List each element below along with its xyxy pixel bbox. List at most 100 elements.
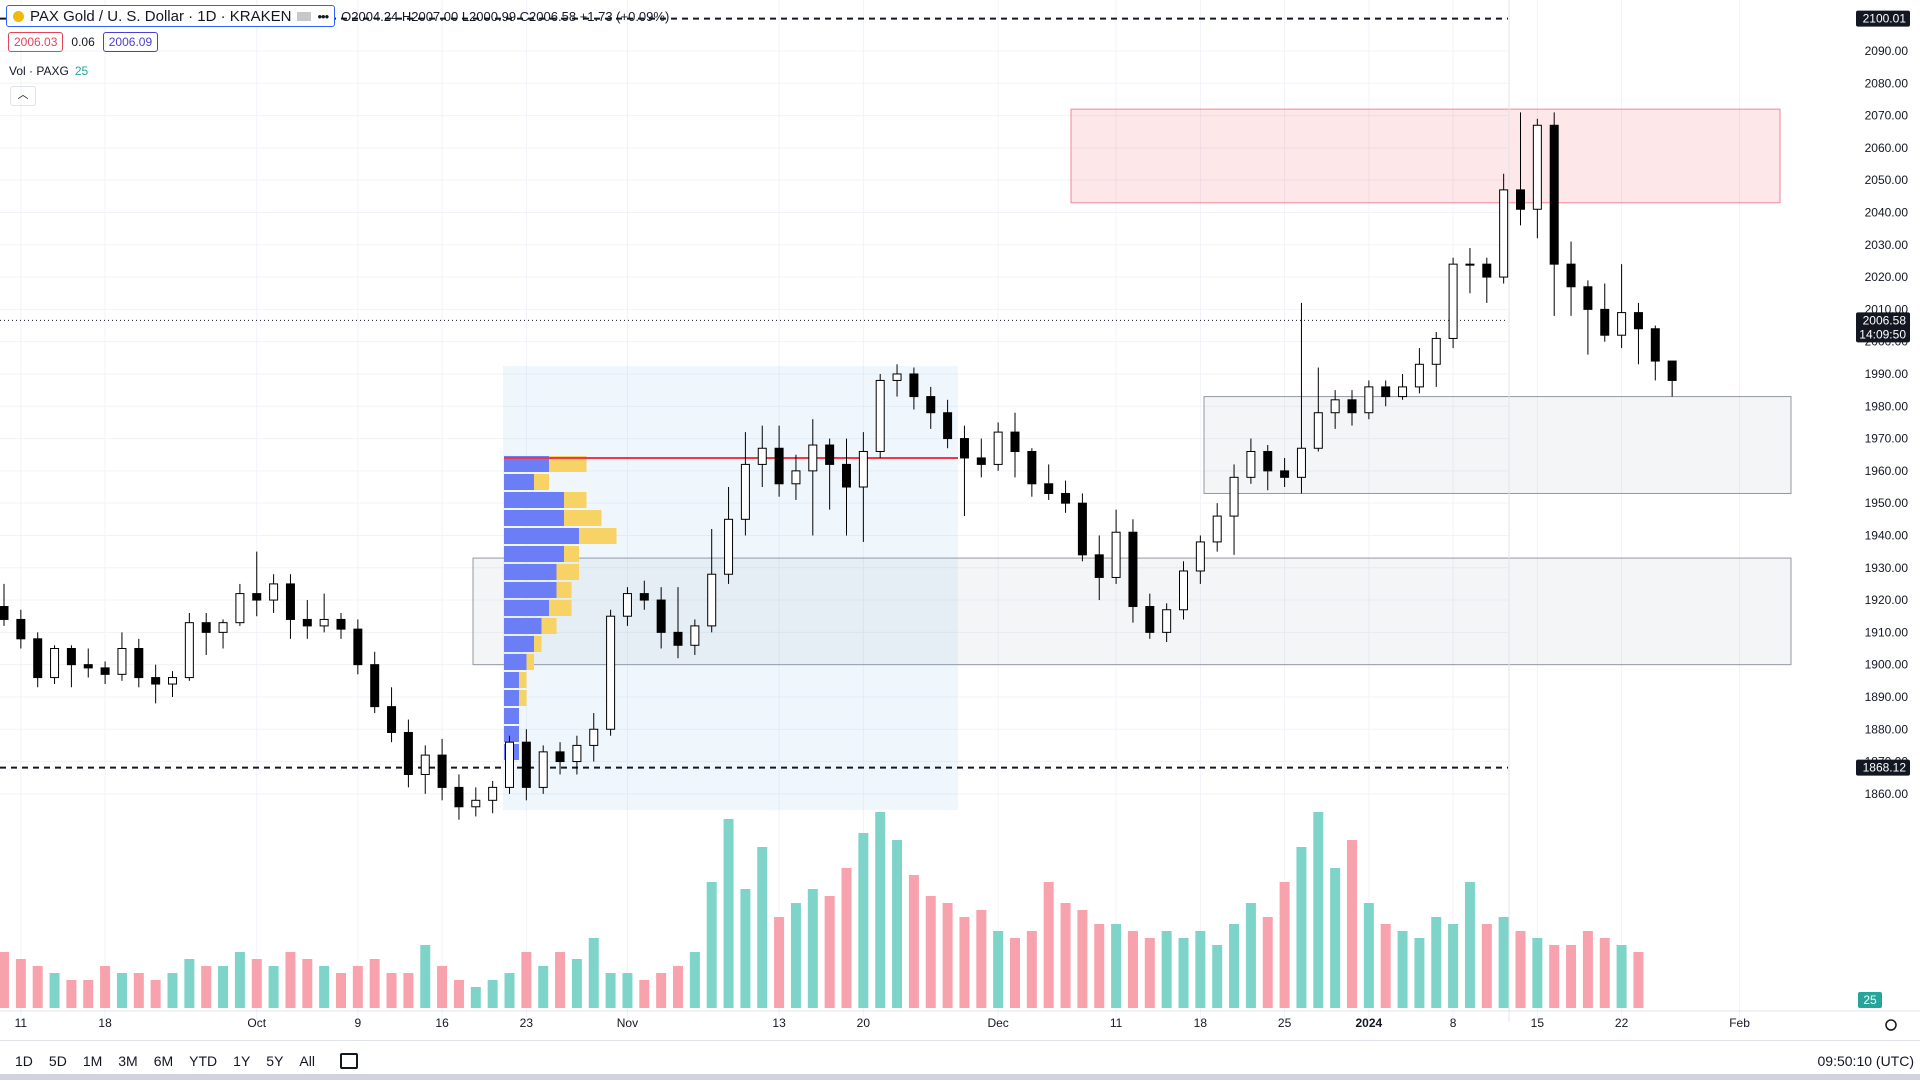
- timeframe-3m[interactable]: 3M: [118, 1053, 138, 1069]
- volume-bar: [49, 973, 60, 1008]
- symbol-title-box[interactable]: PAX Gold / U. S. Dollar · 1D · KRAKEN ••…: [6, 5, 336, 27]
- candle-up: [117, 648, 127, 675]
- volume-bar: [100, 966, 111, 1008]
- price-tick-label: 1890.00: [1865, 690, 1909, 704]
- price-tick-label: 2050.00: [1865, 173, 1909, 187]
- eye-icon[interactable]: [297, 11, 312, 21]
- candle-up: [1364, 386, 1374, 414]
- time-tick-label: 15: [1531, 1016, 1545, 1030]
- candle-down: [1094, 554, 1104, 578]
- time-tick-label: 18: [1194, 1016, 1208, 1030]
- price-tick-label: 1910.00: [1865, 625, 1909, 639]
- candle-down: [1566, 263, 1576, 288]
- candle-down: [454, 786, 464, 808]
- volume-badge: 25: [1863, 993, 1877, 1007]
- candle-down: [673, 631, 683, 646]
- timeframe-5y[interactable]: 5Y: [266, 1053, 284, 1069]
- volume-bar: [588, 938, 599, 1008]
- volume-bars: [0, 812, 1644, 1008]
- volume-bar: [1060, 903, 1071, 1008]
- timeframe-6m[interactable]: 6M: [153, 1053, 174, 1069]
- candle-up: [606, 615, 616, 730]
- price-tick-label: 2030.00: [1865, 238, 1909, 252]
- utc-clock[interactable]: 09:50:10 (UTC): [1817, 1053, 1914, 1069]
- candle-down: [1061, 492, 1071, 504]
- volume-bar: [1195, 931, 1206, 1008]
- profile-bar-down: [564, 492, 587, 508]
- candle-down: [656, 599, 666, 633]
- candle-up: [724, 518, 734, 575]
- candle-up: [892, 373, 902, 381]
- volume-bar: [673, 966, 683, 1008]
- ohlc-values: O2004.24 H2007.00 L2000.99 C2006.58 +1.7…: [341, 8, 670, 24]
- volume-bar: [1229, 924, 1240, 1008]
- candle-down: [0, 606, 9, 620]
- more-dots-icon[interactable]: •••: [317, 8, 329, 24]
- time-tick-label: Feb: [1729, 1016, 1750, 1030]
- candle-down: [842, 463, 851, 488]
- time-tick-label: Dec: [987, 1016, 1008, 1030]
- timeframe-1d[interactable]: 1D: [15, 1053, 33, 1069]
- volume-bar: [1481, 924, 1492, 1008]
- volume-bar: [1043, 882, 1054, 1008]
- candle-up: [1532, 124, 1542, 210]
- candle-up: [269, 583, 279, 601]
- timeframe-1m[interactable]: 1M: [82, 1053, 103, 1069]
- profile-bar-down: [541, 618, 557, 634]
- candle-up: [1111, 531, 1121, 578]
- time-tick-label: 9: [355, 1016, 362, 1030]
- profile-bar-up: [504, 474, 534, 490]
- price-tick-label: 2090.00: [1865, 44, 1909, 58]
- candle-up: [791, 470, 801, 485]
- volume-bar: [605, 973, 616, 1008]
- support-zone: [1203, 396, 1792, 494]
- price-chart[interactable]: 1860.001870.001880.001890.001900.001910.…: [0, 0, 1920, 1040]
- horizontal-scrollbar[interactable]: [0, 1074, 1920, 1080]
- chevron-up-icon[interactable]: ︿: [10, 86, 36, 106]
- settings-gear-icon[interactable]: [1885, 1019, 1897, 1031]
- candle-down: [774, 447, 784, 485]
- volume-bar: [1144, 938, 1155, 1008]
- ask-price-button[interactable]: 2006.09: [102, 32, 159, 52]
- profile-bar-down: [564, 546, 579, 562]
- candle-up: [218, 622, 228, 633]
- candle-up: [1313, 412, 1323, 449]
- volume-bar: [234, 952, 245, 1008]
- volume-bar: [201, 966, 212, 1008]
- profile-bar-up: [504, 510, 564, 526]
- candle-up: [707, 573, 717, 627]
- volume-bar: [167, 973, 178, 1008]
- volume-bar: [689, 952, 700, 1008]
- volume-bar: [0, 952, 9, 1008]
- profile-bar-down: [579, 528, 617, 544]
- profile-bar-down: [519, 690, 527, 706]
- timeframe-all[interactable]: All: [299, 1053, 315, 1069]
- candle-down: [1381, 386, 1391, 398]
- calendar-icon[interactable]: [339, 1053, 358, 1069]
- candle-down: [926, 396, 936, 414]
- time-tick-label: 11: [15, 1016, 28, 1030]
- volume-bar: [470, 987, 481, 1008]
- volume-bar: [1414, 938, 1425, 1008]
- volume-bar: [369, 959, 380, 1008]
- volume-bar: [841, 868, 852, 1008]
- volume-bar: [1566, 945, 1577, 1008]
- time-tick-label: 22: [1615, 1016, 1629, 1030]
- profile-bar-down: [519, 672, 527, 688]
- volume-bar: [1498, 917, 1509, 1008]
- candle-up: [757, 447, 767, 465]
- candle-down: [1600, 308, 1610, 336]
- candle-up: [505, 741, 514, 788]
- candle-down: [909, 373, 919, 398]
- time-tick-label: 2024: [1355, 1016, 1382, 1030]
- timeframe-ytd[interactable]: YTD: [189, 1053, 218, 1069]
- candle-up: [622, 593, 632, 617]
- timeframe-1y[interactable]: 1Y: [233, 1053, 251, 1069]
- volume-bar: [1010, 938, 1020, 1008]
- candle-down: [1516, 189, 1525, 210]
- candle-down: [336, 618, 346, 630]
- chart-legend: PAX Gold / U. S. Dollar · 1D · KRAKEN ••…: [6, 5, 669, 27]
- candle-up: [420, 754, 430, 775]
- bid-price-button[interactable]: 2006.03: [8, 32, 64, 52]
- timeframe-5d[interactable]: 5D: [48, 1053, 67, 1069]
